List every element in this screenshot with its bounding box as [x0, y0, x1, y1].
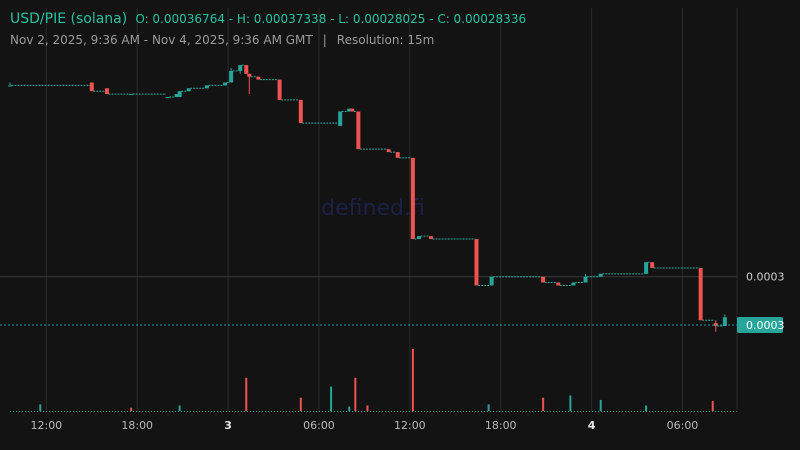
resolution[interactable]: Resolution: 15m — [336, 33, 435, 47]
ohlc-readout: O: 0.00036764 - H: 0.00037338 - L: 0.000… — [135, 12, 527, 26]
candle-body — [256, 76, 261, 80]
candles[interactable] — [8, 64, 727, 332]
x-tick-label: 12:00 — [394, 419, 426, 432]
candle-body — [186, 88, 191, 92]
volume-bar — [569, 395, 572, 411]
candle-body — [650, 262, 655, 269]
candle-body — [338, 111, 343, 126]
volume-bar — [330, 386, 333, 411]
pair-name[interactable]: USD/PIE (solana) — [10, 11, 128, 27]
candle-body — [474, 239, 479, 286]
candle-body — [177, 91, 182, 97]
candle-body — [489, 276, 494, 286]
candle-body — [174, 94, 179, 97]
volume-bar — [354, 377, 357, 411]
y-tick-label: 0.0003 — [746, 271, 785, 284]
x-tick-label: 18:00 — [485, 419, 517, 432]
volume-bars — [10, 349, 737, 412]
candle-body — [298, 99, 303, 124]
candle-body — [244, 65, 249, 74]
volume-bar — [542, 397, 545, 411]
time-axis[interactable]: 12:00 18:00 3 06:00 12:00 18:00 4 06:00 — [30, 419, 698, 432]
candle-body — [129, 94, 134, 96]
candle-body — [386, 149, 391, 153]
candle-body — [556, 282, 561, 286]
volume-bar — [487, 404, 490, 411]
volume-bar — [366, 405, 369, 411]
candle-body — [429, 236, 434, 240]
candle-body — [583, 276, 588, 283]
current-price-label: 0.0003 — [746, 319, 785, 332]
candle-body — [8, 85, 12, 87]
volume-bar — [245, 377, 248, 411]
x-tick-label: 06:00 — [303, 419, 335, 432]
current-price-tag: 0.0003 — [737, 316, 785, 333]
candle-body — [395, 152, 400, 158]
candle-body — [223, 82, 228, 86]
current-price-tag-bg — [737, 316, 783, 333]
candle-body — [204, 85, 209, 89]
candle-body — [644, 262, 649, 274]
volume-bar — [178, 405, 181, 411]
volume-bar — [711, 401, 714, 411]
candle-body — [541, 276, 546, 283]
volume-bar — [39, 404, 42, 411]
candle-body — [238, 65, 243, 71]
x-tick-label: 06:00 — [667, 419, 699, 432]
volume-bar — [299, 397, 302, 411]
x-tick-label: 4 — [588, 419, 596, 432]
candle-body — [350, 108, 355, 112]
date-range: Nov 2, 2025, 9:36 AM - Nov 4, 2025, 9:36… — [10, 33, 313, 47]
volume-bar — [645, 405, 648, 411]
header-separator: | — [322, 33, 327, 47]
candle-body — [356, 111, 361, 150]
candle-body — [104, 88, 109, 95]
candle-body — [410, 157, 415, 240]
volume-bar — [130, 407, 133, 411]
candle-body — [229, 70, 234, 83]
volume-bar — [348, 406, 351, 411]
candle-body — [722, 317, 727, 327]
candle-body — [89, 82, 94, 92]
price-axis[interactable]: 0.0003 — [746, 271, 785, 284]
candle-body — [698, 268, 703, 321]
candle-body — [416, 236, 421, 240]
candle-body — [165, 96, 170, 98]
watermark: defined.fi — [321, 196, 425, 221]
candle-body — [598, 273, 603, 277]
x-tick-label: 12:00 — [30, 419, 62, 432]
candle-body — [247, 73, 252, 77]
candle-body — [347, 108, 352, 112]
volume-bar — [411, 349, 414, 411]
candle-body — [571, 282, 576, 286]
chart-subheader: Nov 2, 2025, 9:36 AM - Nov 4, 2025, 9:36… — [10, 33, 434, 47]
x-tick-label: 18:00 — [121, 419, 153, 432]
candle-body — [713, 323, 718, 327]
x-tick-label: 3 — [224, 419, 232, 432]
volume-bar — [599, 399, 602, 411]
candle-body — [277, 79, 282, 100]
chart-header: USD/PIE (solana) O: 0.00036764 - H: 0.00… — [10, 11, 526, 27]
grid-lines — [0, 8, 737, 412]
